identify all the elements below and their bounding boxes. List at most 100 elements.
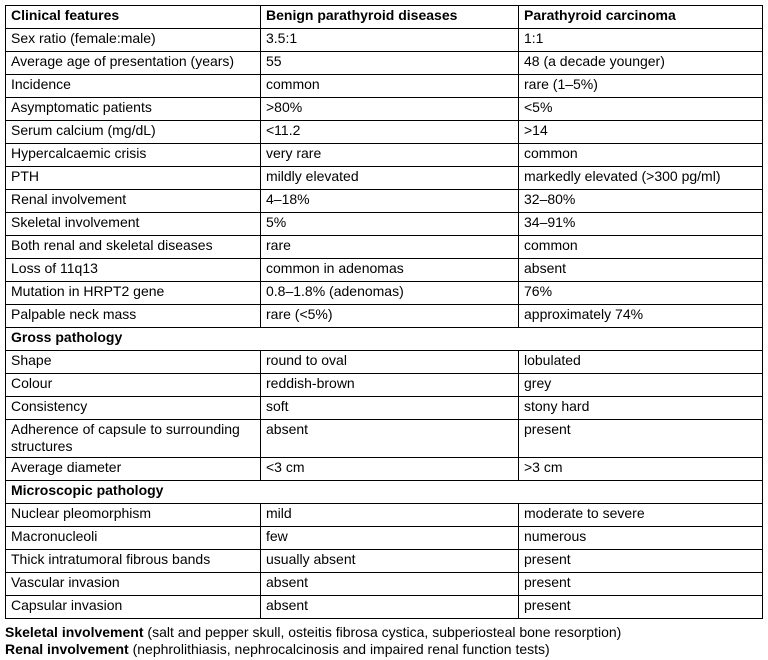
section-header-row: Microscopic pathology bbox=[5, 480, 763, 504]
feature-cell: Macronucleoli bbox=[5, 526, 261, 550]
carcinoma-cell: approximately 74% bbox=[518, 304, 763, 328]
benign-cell: common in adenomas bbox=[260, 258, 519, 282]
benign-cell: mild bbox=[260, 503, 519, 527]
carcinoma-cell: 48 (a decade younger) bbox=[518, 51, 763, 75]
benign-cell: absent bbox=[260, 419, 519, 458]
feature-cell: Hypercalcaemic crisis bbox=[5, 143, 261, 167]
footnotes: Skeletal involvement (salt and pepper sk… bbox=[5, 624, 621, 658]
feature-cell: Consistency bbox=[5, 396, 261, 420]
benign-cell: round to oval bbox=[260, 350, 519, 374]
table-row: Both renal and skeletal diseases rare comm… bbox=[5, 235, 763, 259]
feature-cell: Capsular invasion bbox=[5, 595, 261, 619]
carcinoma-cell: common bbox=[518, 235, 763, 259]
feature-cell: Loss of 11q13 bbox=[5, 258, 261, 282]
benign-cell: >80% bbox=[260, 97, 519, 121]
footnote: Skeletal involvement (salt and pepper sk… bbox=[5, 624, 621, 641]
header-cell: Clinical features bbox=[5, 5, 261, 29]
comparison-table: Clinical features Benign parathyroid dis… bbox=[5, 5, 763, 619]
table-row: Asymptomatic patients >80% <5% bbox=[5, 97, 763, 121]
feature-cell: Thick intratumoral fibrous bands bbox=[5, 549, 261, 573]
table-row: Hypercalcaemic crisis very rare common bbox=[5, 143, 763, 167]
feature-cell: Palpable neck mass bbox=[5, 304, 261, 328]
feature-cell: Shape bbox=[5, 350, 261, 374]
table-row: PTH mildly elevated markedly elevated (>30… bbox=[5, 166, 763, 190]
table-row: Nuclear pleomorphism mild moderate to seve… bbox=[5, 503, 763, 527]
table-row: Macronucleoli few numerous bbox=[5, 526, 763, 550]
table-row: Adherence of capsule to surrounding stru… bbox=[5, 419, 763, 458]
benign-cell: rare bbox=[260, 235, 519, 259]
table-row: Palpable neck mass rare (<5%) approximatel… bbox=[5, 304, 763, 328]
header-cell: Benign parathyroid diseases bbox=[260, 5, 519, 29]
header-cell: Parathyroid carcinoma bbox=[518, 5, 763, 29]
feature-cell: Asymptomatic patients bbox=[5, 97, 261, 121]
benign-cell: 5% bbox=[260, 212, 519, 236]
carcinoma-cell: stony hard bbox=[518, 396, 763, 420]
benign-cell: reddish-brown bbox=[260, 373, 519, 397]
benign-cell: usually absent bbox=[260, 549, 519, 573]
benign-cell: 0.8–1.8% (adenomas) bbox=[260, 281, 519, 305]
section-title: Gross pathology bbox=[5, 327, 763, 351]
feature-cell: Mutation in HRPT2 gene bbox=[5, 281, 261, 305]
table-row: Renal involvement 4–18% 32–80% bbox=[5, 189, 763, 213]
carcinoma-cell: present bbox=[518, 595, 763, 619]
table-row: Shape round to oval lobulated bbox=[5, 350, 763, 374]
feature-cell: Sex ratio (female:male) bbox=[5, 28, 261, 52]
table-row: Skeletal involvement 5% 34–91% bbox=[5, 212, 763, 236]
section-header-row: Gross pathology bbox=[5, 327, 763, 351]
carcinoma-cell: 1:1 bbox=[518, 28, 763, 52]
feature-cell: Average age of presentation (years) bbox=[5, 51, 261, 75]
carcinoma-cell: markedly elevated (>300 pg/ml) bbox=[518, 166, 763, 190]
benign-cell: mildly elevated bbox=[260, 166, 519, 190]
table-row: Incidence common rare (1–5%) bbox=[5, 74, 763, 98]
benign-cell: 3.5:1 bbox=[260, 28, 519, 52]
carcinoma-cell: >14 bbox=[518, 120, 763, 144]
carcinoma-cell: lobulated bbox=[518, 350, 763, 374]
table-row: Average diameter <3 cm >3 cm bbox=[5, 457, 763, 481]
benign-cell: absent bbox=[260, 572, 519, 596]
carcinoma-cell: present bbox=[518, 419, 763, 458]
table-row: Capsular invasion absent present bbox=[5, 595, 763, 619]
footnote-term: Renal involvement bbox=[5, 641, 129, 657]
carcinoma-cell: <5% bbox=[518, 97, 763, 121]
table-row: Loss of 11q13 common in adenomas absent bbox=[5, 258, 763, 282]
benign-cell: common bbox=[260, 74, 519, 98]
feature-cell: Serum calcium (mg/dL) bbox=[5, 120, 261, 144]
footnote-text: (salt and pepper skull, osteitis fibrosa… bbox=[143, 624, 622, 640]
table-row: Vascular invasion absent present bbox=[5, 572, 763, 596]
table-row: Thick intratumoral fibrous bands usually … bbox=[5, 549, 763, 573]
feature-cell: PTH bbox=[5, 166, 261, 190]
section-title: Microscopic pathology bbox=[5, 480, 763, 504]
feature-cell: Adherence of capsule to surrounding stru… bbox=[5, 419, 261, 458]
benign-cell: 55 bbox=[260, 51, 519, 75]
header-row: Clinical features Benign parathyroid dis… bbox=[5, 5, 763, 29]
footnote: Renal involvement (nephrolithiasis, neph… bbox=[5, 641, 621, 658]
footnote-term: Skeletal involvement bbox=[5, 624, 144, 640]
table-row: Consistency soft stony hard bbox=[5, 396, 763, 420]
benign-cell: very rare bbox=[260, 143, 519, 167]
feature-cell: Colour bbox=[5, 373, 261, 397]
benign-cell: 4–18% bbox=[260, 189, 519, 213]
benign-cell: rare (<5%) bbox=[260, 304, 519, 328]
feature-cell: Average diameter bbox=[5, 457, 261, 481]
carcinoma-cell: absent bbox=[518, 258, 763, 282]
footnote-text: (nephrolithiasis, nephrocalcinosis and i… bbox=[128, 641, 550, 657]
benign-cell: <11.2 bbox=[260, 120, 519, 144]
table-row: Mutation in HRPT2 gene 0.8–1.8% (adenomas… bbox=[5, 281, 763, 305]
carcinoma-cell: numerous bbox=[518, 526, 763, 550]
carcinoma-cell: grey bbox=[518, 373, 763, 397]
benign-cell: absent bbox=[260, 595, 519, 619]
benign-cell: soft bbox=[260, 396, 519, 420]
carcinoma-cell: 76% bbox=[518, 281, 763, 305]
feature-cell: Skeletal involvement bbox=[5, 212, 261, 236]
feature-cell: Vascular invasion bbox=[5, 572, 261, 596]
feature-cell: Both renal and skeletal diseases bbox=[5, 235, 261, 259]
carcinoma-cell: >3 cm bbox=[518, 457, 763, 481]
carcinoma-cell: 32–80% bbox=[518, 189, 763, 213]
benign-cell: <3 cm bbox=[260, 457, 519, 481]
table-row: Sex ratio (female:male) 3.5:1 1:1 bbox=[5, 28, 763, 52]
feature-cell: Nuclear pleomorphism bbox=[5, 503, 261, 527]
benign-cell: few bbox=[260, 526, 519, 550]
carcinoma-cell: moderate to severe bbox=[518, 503, 763, 527]
table-row: Colour reddish-brown grey bbox=[5, 373, 763, 397]
carcinoma-cell: 34–91% bbox=[518, 212, 763, 236]
